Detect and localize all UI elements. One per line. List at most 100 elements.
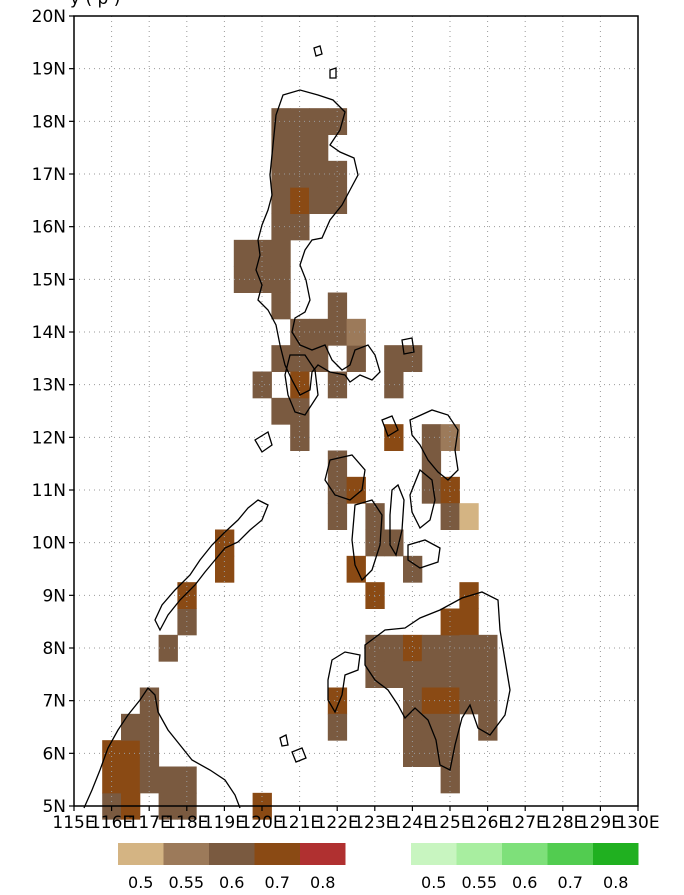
lat-tick-label: 7N xyxy=(42,692,66,712)
anomaly-cell xyxy=(365,661,385,688)
anomaly-cell xyxy=(233,239,254,267)
anomaly-cell xyxy=(309,187,329,214)
lon-tick-label: 117E xyxy=(128,813,171,833)
anomaly-cell xyxy=(327,160,348,188)
coast-leyte xyxy=(409,468,436,530)
anomaly-cell xyxy=(158,634,178,662)
green-legend-swatch xyxy=(593,843,639,865)
coast-zamboanga xyxy=(327,651,361,714)
anomaly-cell xyxy=(309,318,329,346)
anomaly-cell xyxy=(365,529,385,557)
anomaly-cell xyxy=(384,529,404,557)
anomaly-cell xyxy=(421,476,442,504)
green-legend-swatch xyxy=(456,843,502,865)
anomaly-cell xyxy=(440,476,460,504)
lat-tick-label: 14N xyxy=(32,323,66,343)
anomaly-cell xyxy=(309,134,329,162)
brown-legend-swatch xyxy=(118,843,164,865)
green-legend-label: 0.6 xyxy=(512,873,537,892)
anomaly-cell xyxy=(459,608,479,636)
map-title: y ( p ) xyxy=(70,0,120,9)
brown-legend-label: 0.55 xyxy=(168,873,204,892)
anomaly-cell xyxy=(384,424,404,451)
brown-legend-swatch xyxy=(254,843,300,865)
anomaly-cell xyxy=(403,345,423,372)
coast-catanduanes xyxy=(401,337,415,355)
lon-tick-label: 126E xyxy=(466,813,509,833)
anomaly-cell xyxy=(403,740,423,767)
green-legend-label: 0.55 xyxy=(461,873,497,892)
anomaly-cell xyxy=(384,371,404,399)
anomaly-cell xyxy=(478,713,498,741)
anomaly-cell xyxy=(403,713,423,741)
lat-tick-label: 5N xyxy=(42,797,66,817)
anomaly-cell xyxy=(327,292,348,320)
coast-masbate xyxy=(381,415,399,437)
lat-tick-label: 15N xyxy=(32,270,66,290)
green-legend-swatch xyxy=(547,843,593,865)
anomaly-cell xyxy=(271,160,291,188)
anomaly-cell xyxy=(459,503,479,530)
anomaly-cell xyxy=(271,397,291,425)
anomaly-cell xyxy=(403,687,423,715)
anomaly-cell xyxy=(440,634,460,662)
lon-tick-label: 130E xyxy=(616,813,659,833)
anomaly-cell xyxy=(346,345,366,372)
axis-ticks: 5N 6N 7N 8N 9N 10N 11N 12N 13N 14N 15N 16N 17N 18N 19N… xyxy=(32,7,660,833)
anomaly-cell xyxy=(309,108,329,135)
anomaly-cell xyxy=(346,318,366,346)
anomaly-cell xyxy=(440,687,460,715)
anomaly-cell xyxy=(440,713,460,741)
lon-tick-label: 127E xyxy=(504,813,547,833)
anomaly-cell xyxy=(440,740,460,767)
brown-legend-swatch xyxy=(300,843,346,865)
lat-tick-label: 17N xyxy=(32,165,66,185)
anomaly-cell xyxy=(365,582,385,609)
coast-babuyan xyxy=(329,67,337,79)
anomaly-cell xyxy=(421,634,442,662)
coastlines xyxy=(83,45,511,809)
anomaly-cell xyxy=(271,187,291,214)
anomaly-cell xyxy=(346,476,366,504)
lon-tick-label: 121E xyxy=(278,813,321,833)
anomaly-cell xyxy=(102,740,122,767)
anomaly-cell xyxy=(290,134,310,162)
brown-legend-label: 0.5 xyxy=(128,873,153,892)
anomaly-cell xyxy=(327,371,348,399)
lon-tick-label: 128E xyxy=(541,813,584,833)
lon-tick-label: 118E xyxy=(165,813,208,833)
anomaly-cell xyxy=(384,345,404,372)
coast-cebu xyxy=(389,483,405,557)
anomaly-cell xyxy=(421,424,442,451)
lat-tick-label: 18N xyxy=(32,112,66,132)
anomaly-cell xyxy=(271,134,291,162)
lat-tick-label: 8N xyxy=(42,639,66,659)
anomaly-cell xyxy=(365,634,385,662)
coast-palawan xyxy=(154,499,269,632)
coast-borneo xyxy=(83,686,241,809)
anomaly-cell xyxy=(440,766,460,794)
anomaly-cell xyxy=(421,687,442,715)
anomaly-cell xyxy=(252,239,272,267)
anomaly-cell xyxy=(327,713,348,741)
anomaly-cell xyxy=(121,740,141,767)
anomaly-cell xyxy=(384,634,404,662)
anomaly-cell xyxy=(327,187,348,214)
anomaly-cell xyxy=(121,713,141,741)
anomaly-cell xyxy=(121,766,141,794)
anomaly-cell xyxy=(327,450,348,478)
brown-legend-swatch xyxy=(163,843,209,865)
anomaly-cell xyxy=(271,239,291,267)
anomaly-cell xyxy=(290,345,310,372)
coast-luzon xyxy=(255,89,381,396)
lat-tick-label: 11N xyxy=(32,481,66,501)
lon-tick-label: 129E xyxy=(579,813,622,833)
lon-tick-label: 122E xyxy=(316,813,359,833)
green-legend-label: 0.5 xyxy=(421,873,446,892)
coast-mindanao xyxy=(364,591,511,771)
brown-legend-swatch xyxy=(209,843,255,865)
lon-tick-label: 124E xyxy=(391,813,434,833)
lon-tick-label: 119E xyxy=(203,813,246,833)
map-gridlines xyxy=(74,16,638,806)
